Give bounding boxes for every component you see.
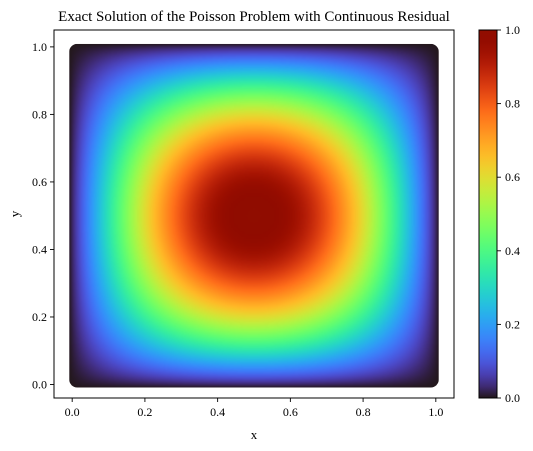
x-tick-label: 0.6 xyxy=(283,405,298,419)
colorbar-tick-label: 0.0 xyxy=(505,391,520,405)
y-tick-label: 0.4 xyxy=(32,242,47,256)
x-tick-label: 0.2 xyxy=(137,405,152,419)
colorbar-tick-label: 1.0 xyxy=(505,23,520,37)
x-tick-label: 0.0 xyxy=(65,405,80,419)
colorbar-tick-label: 0.8 xyxy=(505,97,520,111)
heatmap-image xyxy=(69,43,439,388)
y-tick-label: 0.2 xyxy=(32,310,47,324)
x-tick-label: 0.8 xyxy=(356,405,371,419)
colorbar-tick-label: 0.6 xyxy=(505,170,520,184)
colorbar-axis: 0.0 0.2 0.4 0.6 0.8 1.0 xyxy=(497,23,520,405)
x-tick-label: 1.0 xyxy=(428,405,443,419)
y-axis: 0.0 0.2 0.4 0.6 0.8 1.0 xyxy=(32,40,54,391)
y-axis-label: y xyxy=(7,210,22,217)
x-tick-label: 0.4 xyxy=(210,405,225,419)
colorbar-tick-label: 0.4 xyxy=(505,244,520,258)
y-tick-label: 0.8 xyxy=(32,107,47,121)
y-tick-label: 1.0 xyxy=(32,40,47,54)
x-axis-label: x xyxy=(251,427,258,442)
x-axis: 0.0 0.2 0.4 0.6 0.8 1.0 xyxy=(65,398,443,419)
heatmap-field xyxy=(69,43,439,388)
colorbar-tick-label: 0.2 xyxy=(505,317,520,331)
colorbar xyxy=(478,29,498,399)
y-tick-label: 0.6 xyxy=(32,175,47,189)
y-tick-label: 0.0 xyxy=(32,377,47,391)
chart-title: Exact Solution of the Poisson Problem wi… xyxy=(58,9,450,25)
